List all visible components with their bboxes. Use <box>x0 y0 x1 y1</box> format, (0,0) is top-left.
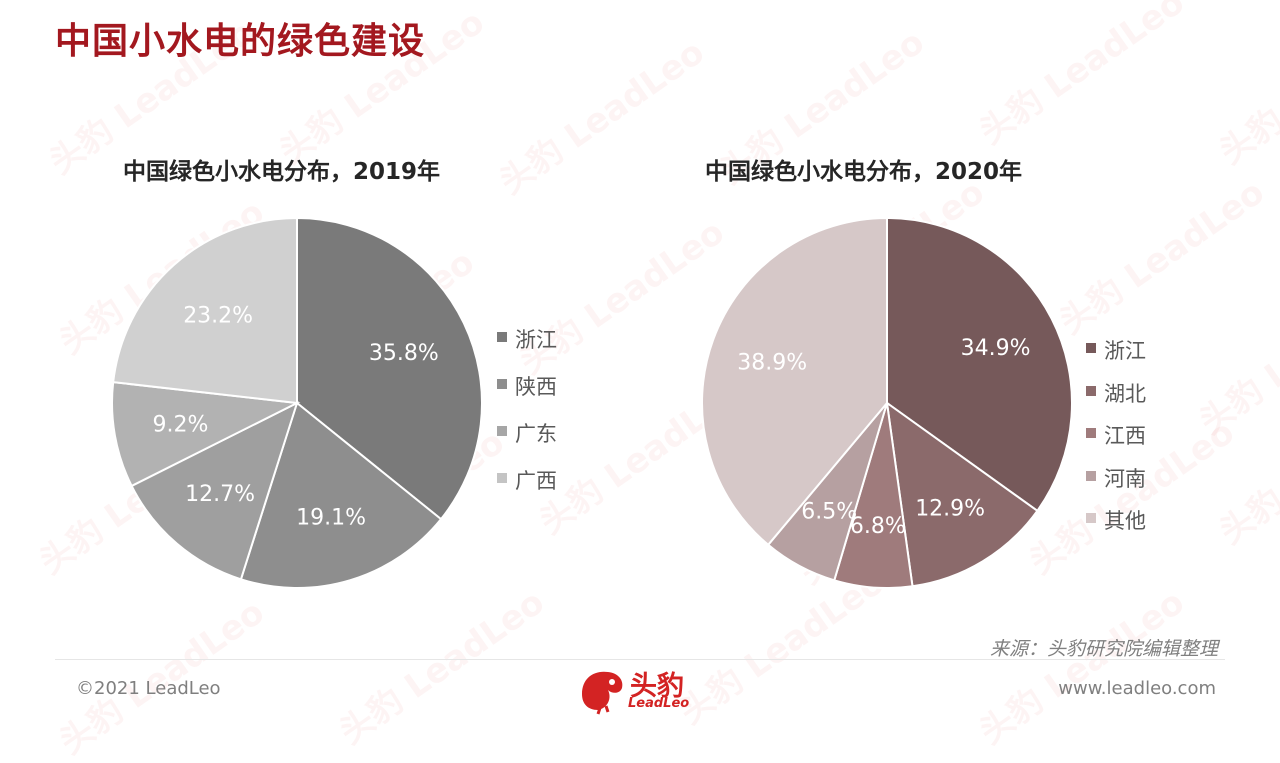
legend-label: 河南 <box>1104 466 1146 491</box>
website-link[interactable]: www.leadleo.com <box>1058 678 1216 699</box>
leadleo-logo: 头豹 LeadLeo <box>578 664 708 716</box>
legend-label: 陕西 <box>515 375 557 399</box>
legend-swatch <box>1086 513 1096 523</box>
legend-label: 浙江 <box>1104 339 1146 363</box>
pie1-data-label-3: 9.2% <box>152 413 208 438</box>
pie2-slice-1 <box>885 400 1039 588</box>
copyright: ©2021 LeadLeo <box>76 678 221 699</box>
legend-swatch <box>1086 428 1096 438</box>
page-title: 中国小水电的绿色建设 <box>55 21 426 62</box>
pie2-data-label-4: 38.9% <box>737 350 807 375</box>
leopard-icon <box>582 671 623 715</box>
pie2-data-label-3: 6.5% <box>801 500 857 525</box>
pie2-data-label-1: 12.9% <box>915 497 985 522</box>
legend-swatch <box>497 426 507 436</box>
pie1-data-label-0: 35.8% <box>369 341 439 366</box>
pie1-slice-0 <box>296 216 483 521</box>
pie1-data-label-2: 12.7% <box>185 482 255 507</box>
legend-swatch <box>1086 343 1096 353</box>
legend-swatch <box>497 473 507 483</box>
pie1-slice-1 <box>239 401 443 589</box>
footer-divider <box>55 659 1225 660</box>
legend-swatch <box>497 332 507 342</box>
pie1-data-label-4: 23.2% <box>183 304 253 329</box>
pie-charts: 35.8% 19.1% 12.7% 9.2% 23.2% 34.9% 12.9% 6.8%6.… <box>111 216 1073 589</box>
logo-text-en: LeadLeo <box>628 696 690 711</box>
legend-label: 广西 <box>515 469 557 493</box>
legend-label: 江西 <box>1104 424 1146 448</box>
pie1-data-label-1: 19.1% <box>296 505 366 530</box>
pie2-slice-0 <box>886 216 1073 513</box>
legend-label: 湖北 <box>1104 381 1146 406</box>
pie2-data-label-0: 34.9% <box>961 336 1031 361</box>
legend-swatch <box>1086 470 1096 481</box>
pie1-slice-4 <box>112 216 298 405</box>
legend-swatch <box>1086 385 1096 396</box>
legend-label: 广东 <box>515 422 557 446</box>
pie2-data-label-2: 6.8% <box>850 514 906 539</box>
chart-title-2020: 中国绿色小水电分布，2020年 <box>705 159 1023 185</box>
pie2-slice-4 <box>701 216 888 547</box>
legend-swatch <box>497 379 507 389</box>
source-note: 来源：头豹研究院编辑整理 <box>989 638 1218 660</box>
pie1-slice-2 <box>130 401 299 581</box>
logo-text-cn: 头豹 <box>630 671 684 702</box>
legend-label: 其他 <box>1104 509 1146 533</box>
chart-title-2019: 中国绿色小水电分布，2019年 <box>123 159 441 185</box>
legend-label: 浙江 <box>515 328 557 352</box>
pie1-slice-3 <box>111 381 301 488</box>
